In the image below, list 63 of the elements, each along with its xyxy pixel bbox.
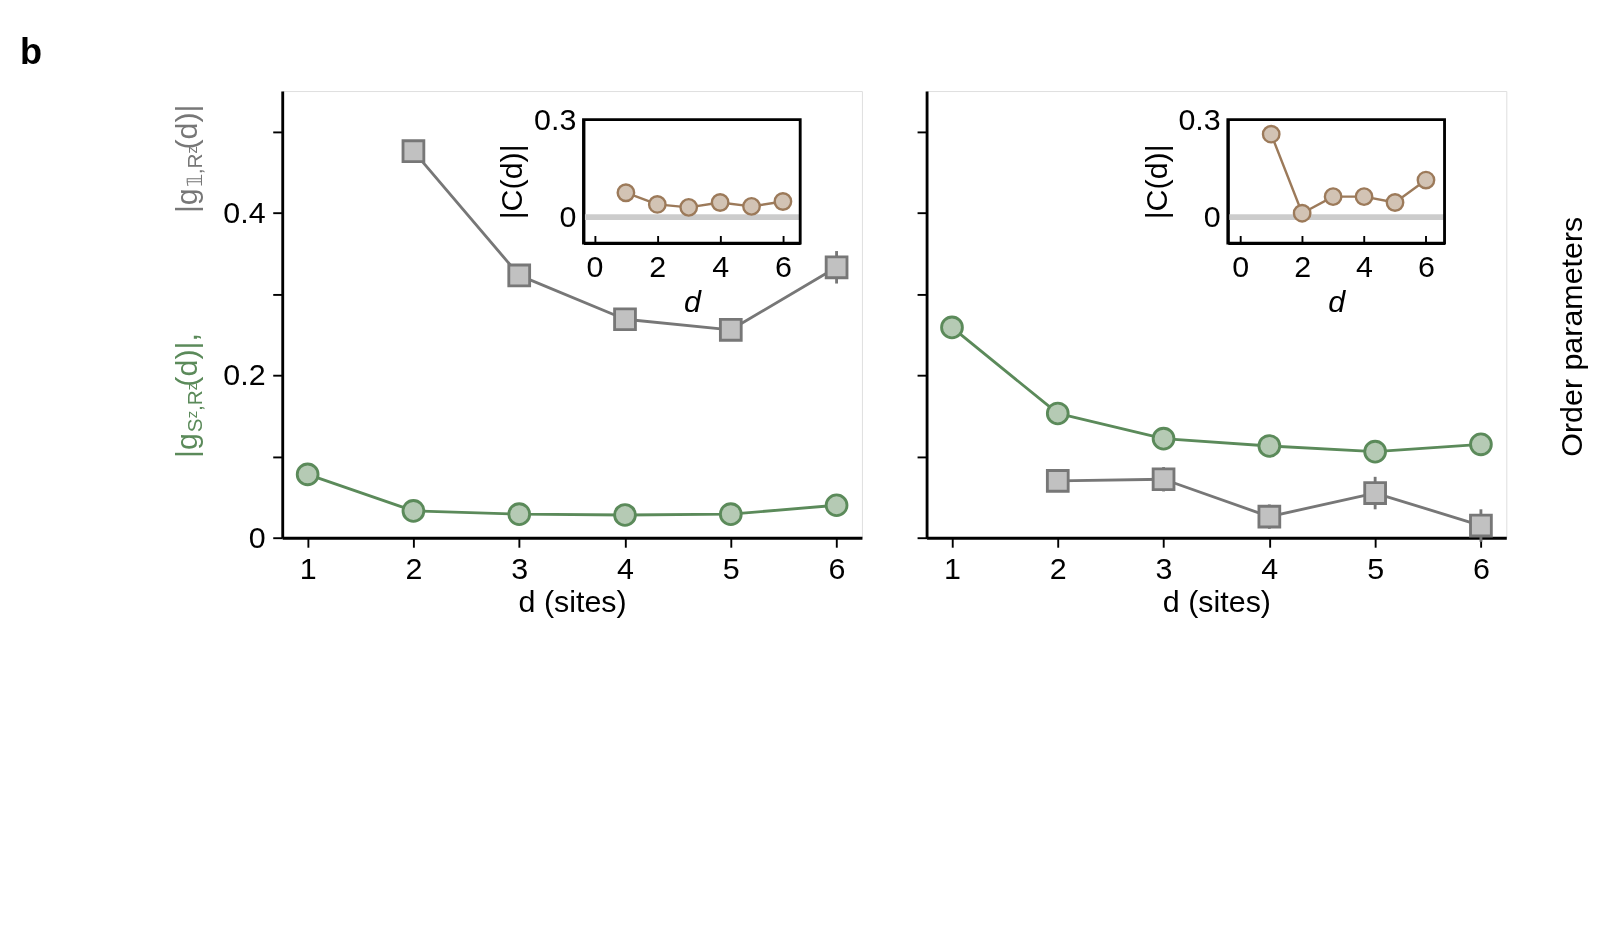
x-tick-label: 4: [712, 248, 730, 283]
text: |gSᶻ,Rᶻ(d)|,: [168, 333, 207, 458]
x-tick-label: 4: [1356, 248, 1374, 283]
y-axis-title: |C(d)|: [1138, 144, 1173, 220]
point: [507, 502, 532, 526]
x-tick-label: 2: [405, 551, 423, 586]
x-axis-title: d: [1328, 284, 1347, 319]
y-tick-label: 0: [248, 519, 266, 554]
point: [1045, 401, 1070, 426]
point: [1257, 434, 1282, 458]
x-tick-label: 6: [828, 551, 846, 586]
point: [1045, 469, 1070, 493]
x-tick-label: 6: [1417, 248, 1435, 283]
y-tick-label: 0.3: [1178, 101, 1221, 136]
point: [1151, 467, 1176, 492]
point: [1363, 481, 1387, 505]
x-tick-label: 2: [649, 248, 667, 283]
x-axis-title: d: [683, 284, 702, 319]
point: [295, 462, 320, 487]
point: [718, 317, 743, 342]
y-axis-title: Order parameters: [1554, 216, 1589, 457]
point: [613, 503, 637, 527]
x-tick-label: 2: [1294, 248, 1312, 283]
point: [1323, 187, 1343, 207]
x-tick-label: 5: [1367, 551, 1385, 586]
x-axis-title: d (sites): [518, 584, 627, 619]
x-tick-label: 0: [1232, 248, 1250, 283]
x-tick-label: 4: [1261, 551, 1279, 586]
x-tick-label: 3: [511, 551, 529, 586]
x-tick-label: 4: [617, 551, 635, 586]
point: [401, 499, 426, 523]
point: [1385, 193, 1405, 212]
y-tick-label: 0.4: [223, 194, 266, 229]
text: |g𝟙,Rᶻ(d)|: [168, 104, 207, 214]
x-tick-label: 3: [1155, 551, 1173, 586]
x-tick-label: 6: [1472, 551, 1490, 586]
x-tick-label: 0: [586, 248, 604, 283]
x-tick-label: 6: [774, 248, 792, 283]
point: [940, 315, 964, 340]
y-tick-label: 0.3: [534, 101, 577, 136]
point: [1416, 170, 1436, 190]
point: [1292, 203, 1312, 223]
point: [1469, 513, 1493, 538]
y-axis-title: |C(d)|: [494, 144, 529, 220]
x-tick-label: 2: [1049, 551, 1067, 586]
x-tick-label: 5: [722, 551, 740, 586]
point: [824, 255, 849, 280]
point: [1469, 432, 1493, 457]
point: [1363, 439, 1387, 464]
x-tick-label: 1: [944, 551, 961, 586]
x-axis-title: d (sites): [1162, 584, 1271, 619]
point: [1261, 124, 1281, 144]
text: b: [19, 31, 43, 73]
point: [824, 493, 849, 518]
x-tick-label: 1: [299, 551, 317, 586]
point: [1257, 504, 1282, 529]
point: [718, 502, 743, 526]
y-tick-label: 0.2: [223, 357, 266, 392]
point: [1151, 426, 1176, 451]
point: [1354, 187, 1374, 207]
point: [401, 139, 426, 163]
point: [613, 307, 637, 332]
point: [507, 263, 532, 288]
